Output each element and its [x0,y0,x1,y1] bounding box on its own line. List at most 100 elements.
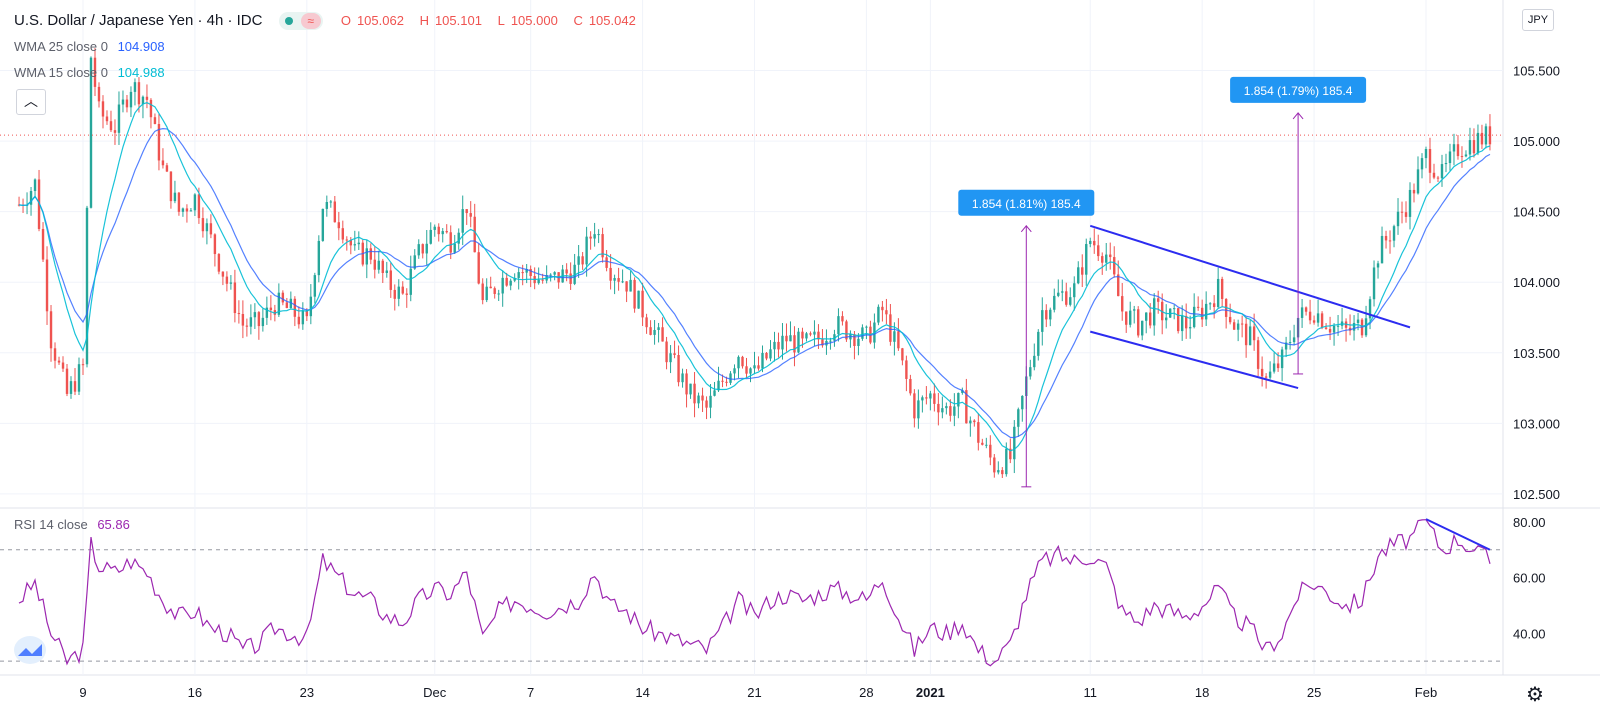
rsi-trendline [1425,518,1491,551]
candle-body [1145,312,1148,321]
candle-body [1113,257,1116,275]
candle-body [57,360,61,363]
candle-body [525,269,528,273]
candle-body [445,231,448,233]
candle-body [1364,318,1368,336]
candle-body [1220,278,1224,299]
candle-body [297,316,301,325]
candle-body [725,381,728,383]
candle-body [1005,448,1008,475]
candle-body [469,213,472,217]
candle-body [1488,126,1492,145]
time-tick-label: Feb [1415,685,1437,700]
candle-body [1260,368,1264,377]
candle-body [101,101,105,117]
candle-body [585,236,588,265]
candle-body [1424,149,1428,159]
candle-body [1280,349,1284,369]
candle-body [73,381,77,392]
candle-body [1440,164,1444,179]
candle-body [809,333,812,335]
candle-body [1212,303,1216,307]
candle-body [1380,235,1384,264]
rsi-tick-label: 80.00 [1513,515,1546,530]
wma25-legend[interactable]: WMA 25 close 0 104.908 [14,39,165,54]
candle-body [1073,283,1076,298]
wma25-value: 104.908 [117,39,165,54]
candle-body [965,390,968,424]
candle-body [65,368,69,394]
time-tick-label: 21 [747,685,761,700]
candle-body [205,223,209,232]
candle-body [129,91,133,108]
candle-body [601,234,604,258]
candle-body [1129,310,1132,325]
candle-body [1256,340,1260,369]
candle-body [169,171,173,202]
candle-body [833,334,836,341]
candle-body [993,457,996,473]
candle-body [225,276,229,284]
rsi-legend[interactable]: RSI 14 close 65.86 [14,517,130,532]
candle-body [1085,244,1088,275]
candle-body [1153,298,1156,326]
candle-body [1252,326,1256,341]
candle-body [757,365,760,369]
candle-body [193,194,197,211]
wma25-line [18,127,1491,439]
candle-body [429,229,432,244]
candle-body [1264,376,1268,378]
candle-body [1149,312,1152,326]
candle-body [581,256,584,265]
candle-body [1448,151,1452,164]
candle-body [977,422,980,443]
wma15-legend[interactable]: WMA 15 close 0 104.988 [14,65,165,80]
candle-body [713,390,716,396]
candle-body [1276,363,1280,369]
candle-body [1041,310,1044,332]
candle-body [1324,327,1328,329]
candle-body [261,317,265,327]
currency-badge[interactable]: JPY [1522,9,1554,31]
symbol-title: U.S. Dollar / Japanese Yen · 4h · IDC [14,12,263,29]
candle-body [697,395,700,404]
candle-body [889,314,892,342]
candle-body [1232,322,1236,330]
candle-body [821,339,824,346]
candle-body [425,243,428,254]
candle-body [1412,189,1416,194]
candle-body [1125,311,1128,325]
candle-body [925,397,928,399]
measure-arrowhead [1020,224,1032,233]
candle-body [1093,240,1096,246]
candle-body [1484,126,1488,145]
candle-body [253,312,257,318]
measure-label: 1.854 (1.81%) 185.4 [972,197,1081,211]
candle-body [165,165,169,172]
candle-body [1188,327,1192,329]
candle-body [565,269,568,274]
market-status-toggle[interactable]: ≈ [278,12,323,31]
collapse-legend-button[interactable]: ︿ [16,89,46,115]
candle-body [1464,154,1468,157]
candle-body [677,354,680,383]
candle-body [633,279,636,309]
candle-body [97,86,101,102]
candle-body [733,368,736,374]
candle-body [137,82,141,105]
candle-body [905,360,908,379]
tradingview-logo-icon[interactable] [14,636,46,664]
candle-body [1164,317,1168,321]
settings-gear-icon[interactable]: ⚙ [1526,684,1544,706]
time-tick-label: 14 [635,685,649,700]
candle-body [197,194,201,219]
candle-body [85,207,89,365]
candle-body [1228,316,1232,323]
candle-body [93,57,97,87]
candle-body [645,317,648,328]
candle-body [417,244,420,256]
candle-body [321,208,325,241]
candle-body [1288,342,1292,344]
